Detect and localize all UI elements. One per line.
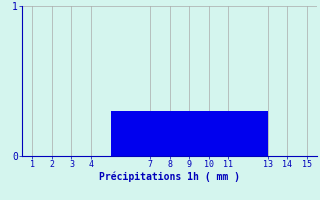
Bar [111,111,268,156]
X-axis label: Précipitations 1h ( mm ): Précipitations 1h ( mm ) [99,172,240,182]
